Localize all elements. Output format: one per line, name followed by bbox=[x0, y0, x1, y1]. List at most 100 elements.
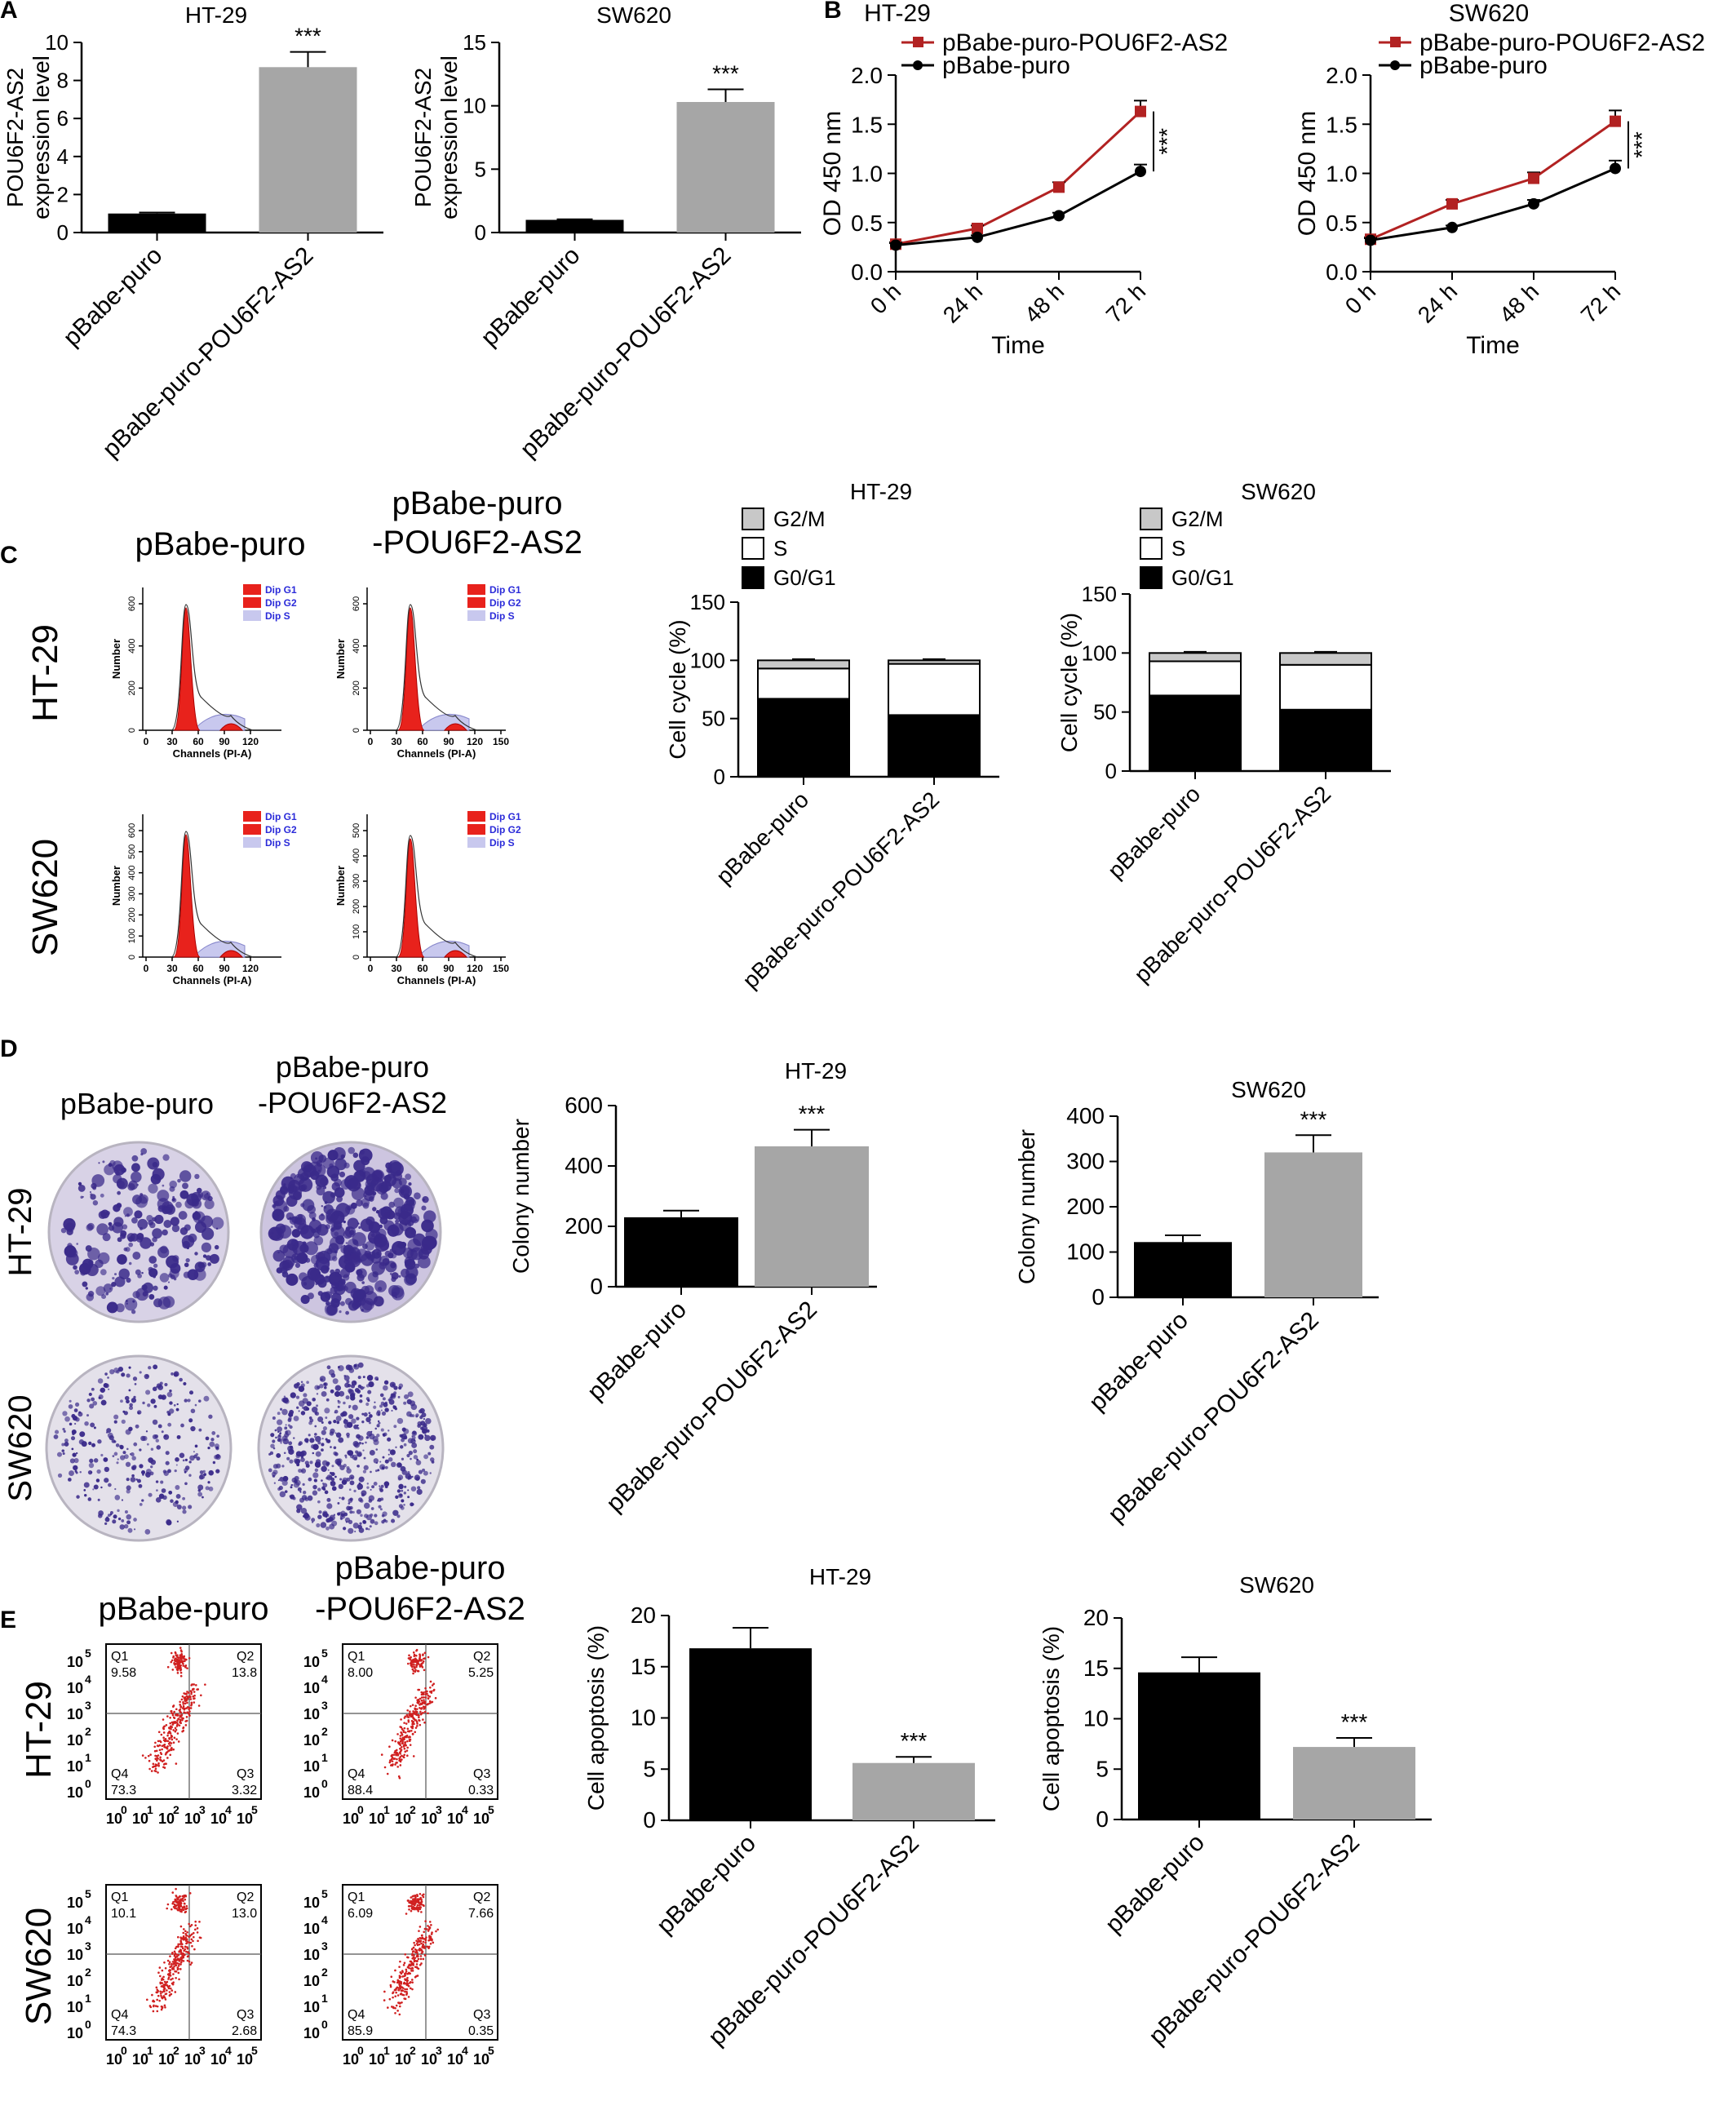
event-dot bbox=[182, 1726, 184, 1730]
colony bbox=[272, 1439, 276, 1443]
x-tick-label: 10 bbox=[473, 1811, 489, 1827]
legend-label: Dip G1 bbox=[489, 584, 521, 596]
g2-peak bbox=[219, 950, 244, 958]
event-dot bbox=[174, 1730, 177, 1733]
colony bbox=[269, 1226, 285, 1242]
y-tick-label: 0 bbox=[352, 955, 361, 960]
event-dot bbox=[392, 1757, 395, 1760]
y-tick-exponent: 2 bbox=[85, 1725, 91, 1738]
quadrant-name: Q3 bbox=[237, 2008, 254, 2022]
event-dot bbox=[402, 1755, 405, 1758]
colony bbox=[321, 1448, 324, 1452]
colony bbox=[126, 1478, 130, 1482]
colony bbox=[131, 1398, 137, 1403]
event-dot bbox=[419, 1702, 423, 1705]
colony bbox=[139, 1502, 143, 1506]
y-tick-label: 10 bbox=[45, 30, 69, 55]
event-dot bbox=[405, 1735, 408, 1739]
event-dot bbox=[193, 1683, 195, 1686]
colony bbox=[78, 1412, 83, 1417]
legend-label: Dip S bbox=[265, 837, 290, 849]
colony bbox=[352, 1440, 359, 1447]
colony bbox=[379, 1508, 383, 1511]
colony bbox=[196, 1187, 202, 1194]
y-tick-label: 10 bbox=[67, 1680, 83, 1696]
colony bbox=[156, 1445, 162, 1450]
x-tick-label: 10 bbox=[237, 2051, 253, 2068]
colony bbox=[395, 1446, 397, 1448]
event-dot bbox=[421, 1692, 424, 1695]
event-dot bbox=[404, 1743, 406, 1745]
colony bbox=[373, 1482, 378, 1486]
event-dot bbox=[154, 1765, 157, 1768]
colony bbox=[162, 1469, 167, 1474]
legend-label: G2/M bbox=[1171, 507, 1224, 531]
colony bbox=[317, 1487, 321, 1492]
event-dot bbox=[159, 1975, 162, 1978]
colony bbox=[403, 1435, 408, 1440]
colony bbox=[104, 1164, 115, 1176]
colony bbox=[369, 1449, 375, 1456]
colony bbox=[172, 1501, 179, 1507]
colony bbox=[398, 1483, 404, 1490]
x-tick-label: 30 bbox=[166, 736, 178, 747]
event-dot bbox=[414, 1944, 416, 1947]
colony bbox=[75, 1452, 78, 1455]
colony bbox=[291, 1477, 297, 1483]
colony bbox=[323, 1514, 326, 1517]
colony bbox=[82, 1281, 88, 1288]
event-dot bbox=[394, 1740, 397, 1743]
event-dot bbox=[175, 1738, 178, 1740]
colony bbox=[362, 1520, 366, 1524]
colony bbox=[301, 1469, 303, 1472]
x-tick-label: 10 bbox=[343, 1811, 359, 1827]
colony bbox=[343, 1527, 347, 1531]
chart-title: SW620 bbox=[1241, 479, 1316, 504]
colony bbox=[343, 1286, 348, 1292]
y-tick-label: 400 bbox=[565, 1153, 603, 1178]
x-tick-exponent: 3 bbox=[436, 2044, 442, 2057]
quadrant-name: Q3 bbox=[473, 1767, 490, 1781]
colony bbox=[111, 1439, 116, 1443]
colony bbox=[197, 1484, 204, 1491]
colony bbox=[100, 1193, 104, 1198]
y-tick-label: 50 bbox=[1093, 700, 1117, 725]
event-dot bbox=[405, 1988, 409, 1991]
colony bbox=[407, 1391, 414, 1398]
event-dot bbox=[184, 1724, 188, 1726]
colony bbox=[175, 1494, 181, 1499]
event-dot bbox=[179, 1959, 181, 1962]
event-dot bbox=[157, 1744, 160, 1748]
event-dot bbox=[430, 1933, 433, 1935]
colony bbox=[397, 1395, 401, 1398]
colony bbox=[363, 1412, 368, 1417]
colony bbox=[390, 1461, 396, 1468]
event-dot bbox=[415, 1721, 418, 1723]
colony bbox=[335, 1416, 342, 1421]
colony bbox=[399, 1445, 404, 1449]
event-dot bbox=[398, 1742, 401, 1744]
colony bbox=[112, 1519, 117, 1524]
colony bbox=[157, 1246, 170, 1258]
colony bbox=[185, 1257, 190, 1263]
y-tick-label: 0 bbox=[714, 765, 725, 789]
colony bbox=[308, 1416, 312, 1420]
colony bbox=[201, 1261, 207, 1268]
event-dot bbox=[197, 1704, 201, 1707]
colony bbox=[380, 1192, 388, 1200]
event-dot bbox=[190, 1961, 193, 1964]
legend-marker bbox=[1390, 37, 1401, 47]
event-dot bbox=[192, 1939, 194, 1943]
x-tick-label: 90 bbox=[219, 963, 230, 974]
event-dot bbox=[428, 1935, 432, 1938]
colony bbox=[326, 1365, 331, 1370]
x-tick-exponent: 4 bbox=[225, 1803, 232, 1816]
x-axis-label: Time bbox=[991, 332, 1045, 359]
colony bbox=[296, 1406, 299, 1409]
colony bbox=[343, 1220, 346, 1224]
colony bbox=[290, 1496, 293, 1499]
colony bbox=[214, 1455, 219, 1460]
event-dot bbox=[418, 1658, 421, 1661]
event-dot bbox=[415, 1950, 418, 1953]
